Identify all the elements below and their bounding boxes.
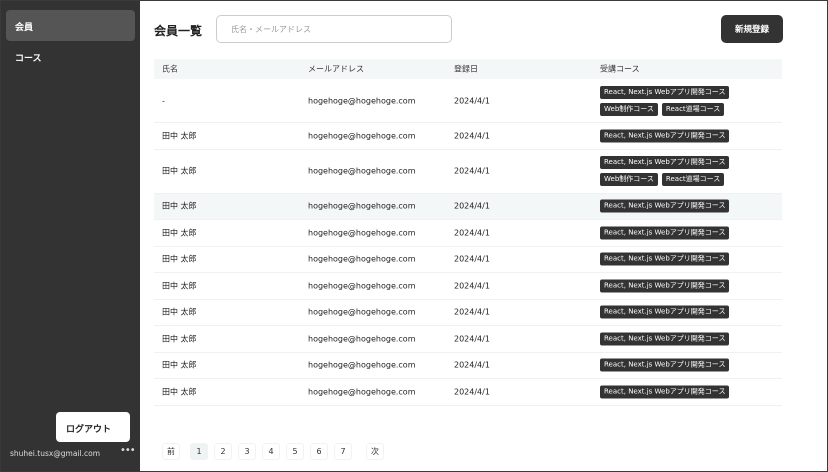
- table-header: 氏名 メールアドレス 登録日 受講コース: [154, 59, 782, 79]
- sidebar-item-courses[interactable]: コース: [15, 54, 42, 64]
- table-row[interactable]: 田中 太郎 hogehoge@hogehoge.com 2024/4/1 Rea…: [154, 247, 782, 273]
- new-member-button[interactable]: 新規登録: [721, 15, 783, 43]
- member-name: 田中 太郎: [162, 360, 197, 370]
- member-email: hogehoge@hogehoge.com: [308, 254, 416, 264]
- course-tag: React, Next.js Webアプリ開発コース: [600, 332, 730, 346]
- course-tags: React, Next.js Webアプリ開発コース: [600, 305, 740, 319]
- course-tag: React, Next.js Webアプリ開発コース: [600, 252, 730, 266]
- search-input[interactable]: [216, 15, 452, 43]
- column-header-email: メールアドレス: [308, 64, 364, 74]
- course-tag: React, Next.js Webアプリ開発コース: [600, 305, 730, 319]
- member-email: hogehoge@hogehoge.com: [308, 228, 416, 238]
- registration-date: 2024/4/1: [454, 281, 490, 291]
- member-email: hogehoge@hogehoge.com: [308, 166, 416, 176]
- course-tag: React, Next.js Webアプリ開発コース: [600, 226, 730, 240]
- registration-date: 2024/4/1: [454, 307, 490, 317]
- column-header-courses: 受講コース: [600, 64, 640, 74]
- user-email: shuhei.tusx@gmail.com: [10, 449, 101, 458]
- member-email: hogehoge@hogehoge.com: [308, 131, 416, 141]
- table-row[interactable]: 田中 太郎 hogehoge@hogehoge.com 2024/4/1 Rea…: [154, 353, 782, 379]
- table-row[interactable]: 田中 太郎 hogehoge@hogehoge.com 2024/4/1 Rea…: [154, 193, 782, 220]
- course-tag: React, Next.js Webアプリ開発コース: [600, 279, 730, 293]
- column-header-name: 氏名: [162, 64, 178, 74]
- course-tags: React, Next.js Webアプリ開発コース: [600, 252, 740, 266]
- member-email: hogehoge@hogehoge.com: [308, 387, 416, 397]
- table-row[interactable]: 田中 太郎 hogehoge@hogehoge.com 2024/4/1 Rea…: [154, 150, 782, 194]
- column-header-date: 登録日: [454, 64, 478, 74]
- course-tags: React, Next.js Webアプリ開発コース: [600, 358, 740, 372]
- sidebar-item-members[interactable]: 会員: [6, 10, 135, 41]
- course-tags: React, Next.js Webアプリ開発コース: [600, 279, 740, 293]
- course-tag: React道場コース: [661, 102, 725, 116]
- course-tag: React道場コース: [661, 173, 725, 186]
- course-tags: React, Next.js Webアプリ開発コース: [600, 226, 740, 240]
- registration-date: 2024/4/1: [454, 360, 490, 370]
- registration-date: 2024/4/1: [454, 254, 490, 264]
- logout-button[interactable]: ログアウト: [56, 412, 130, 442]
- table-row[interactable]: 田中 太郎 hogehoge@hogehoge.com 2024/4/1 Rea…: [154, 300, 782, 326]
- member-name: 田中 太郎: [162, 228, 197, 238]
- course-tags: React, Next.js Webアプリ開発コース Web制作コース React道…: [600, 156, 740, 186]
- registration-date: 2024/4/1: [454, 201, 490, 211]
- course-tag: React, Next.js Webアプリ開発コース: [600, 385, 730, 399]
- course-tag: React, Next.js Webアプリ開発コース: [600, 85, 730, 99]
- table-row[interactable]: 田中 太郎 hogehoge@hogehoge.com 2024/4/1 Rea…: [154, 123, 782, 150]
- member-email: hogehoge@hogehoge.com: [308, 96, 416, 105]
- page-button[interactable]: 6: [310, 443, 328, 460]
- member-name: 田中 太郎: [162, 166, 197, 176]
- registration-date: 2024/4/1: [454, 334, 490, 344]
- member-email: hogehoge@hogehoge.com: [308, 201, 416, 211]
- course-tag: React, Next.js Webアプリ開発コース: [600, 358, 730, 372]
- table-row[interactable]: 田中 太郎 hogehoge@hogehoge.com 2024/4/1 Rea…: [154, 273, 782, 300]
- course-tag: Web制作コース: [600, 173, 658, 186]
- ellipsis-icon[interactable]: •••: [120, 445, 136, 456]
- member-email: hogehoge@hogehoge.com: [308, 360, 416, 370]
- registration-date: 2024/4/1: [454, 131, 490, 141]
- page-button[interactable]: 2: [214, 443, 232, 460]
- registration-date: 2024/4/1: [454, 166, 490, 176]
- page-button[interactable]: 3: [238, 443, 256, 460]
- member-email: hogehoge@hogehoge.com: [308, 307, 416, 317]
- course-tags: React, Next.js Webアプリ開発コース: [600, 129, 740, 143]
- page-button[interactable]: 5: [286, 443, 304, 460]
- table-row[interactable]: 田中 太郎 hogehoge@hogehoge.com 2024/4/1 Rea…: [154, 379, 782, 406]
- course-tags: React, Next.js Webアプリ開発コース: [600, 385, 740, 399]
- sidebar: 会員 コース ログアウト shuhei.tusx@gmail.com •••: [0, 0, 140, 472]
- member-email: hogehoge@hogehoge.com: [308, 281, 416, 291]
- member-name: 田中 太郎: [162, 307, 197, 317]
- member-name: 田中 太郎: [162, 131, 197, 141]
- course-tags: React, Next.js Webアプリ開発コース Web制作コース React道…: [600, 85, 740, 116]
- member-name: 田中 太郎: [162, 387, 197, 397]
- member-name: 田中 太郎: [162, 334, 197, 344]
- member-email: hogehoge@hogehoge.com: [308, 334, 416, 344]
- course-tag: React, Next.js Webアプリ開発コース: [600, 129, 730, 143]
- course-tags: React, Next.js Webアプリ開発コース: [600, 199, 740, 213]
- course-tag: React, Next.js Webアプリ開発コース: [600, 199, 730, 213]
- member-name: 田中 太郎: [162, 281, 197, 291]
- table-row[interactable]: - hogehoge@hogehoge.com 2024/4/1 React, …: [154, 79, 782, 123]
- course-tags: React, Next.js Webアプリ開発コース: [600, 332, 740, 346]
- course-tag: Web制作コース: [600, 102, 658, 116]
- next-page-button[interactable]: 次: [366, 443, 384, 460]
- members-table: 氏名 メールアドレス 登録日 受講コース - hogehoge@hogehoge…: [154, 59, 782, 406]
- registration-date: 2024/4/1: [454, 96, 490, 105]
- member-name: 田中 太郎: [162, 201, 197, 211]
- member-name: 田中 太郎: [162, 254, 197, 264]
- member-name: -: [162, 96, 165, 105]
- prev-page-button[interactable]: 前: [162, 443, 180, 460]
- page-button[interactable]: 4: [262, 443, 280, 460]
- table-row[interactable]: 田中 太郎 hogehoge@hogehoge.com 2024/4/1 Rea…: [154, 220, 782, 247]
- registration-date: 2024/4/1: [454, 228, 490, 238]
- page-button[interactable]: 7: [334, 443, 352, 460]
- registration-date: 2024/4/1: [454, 387, 490, 397]
- page-button[interactable]: 1: [190, 443, 208, 460]
- page-title: 会員一覧: [154, 24, 203, 38]
- table-row[interactable]: 田中 太郎 hogehoge@hogehoge.com 2024/4/1 Rea…: [154, 326, 782, 353]
- course-tag: React, Next.js Webアプリ開発コース: [600, 156, 730, 169]
